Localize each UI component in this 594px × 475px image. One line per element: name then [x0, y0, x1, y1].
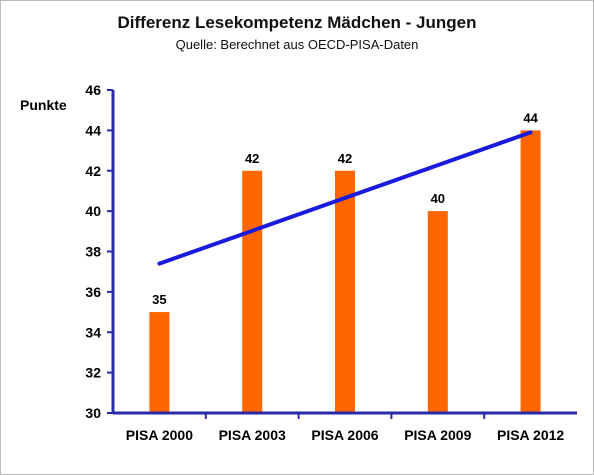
- y-axis-label: Punkte: [20, 97, 67, 113]
- x-tick-label-4: PISA 2009: [404, 427, 471, 443]
- data-label-2: 42: [245, 151, 259, 166]
- x-tick-label-1: PISA 2000: [126, 427, 193, 443]
- bar-3: [335, 170, 355, 413]
- y-tick-label-36: 36: [85, 284, 101, 300]
- y-tick-label-40: 40: [85, 203, 101, 219]
- y-tick-label-44: 44: [85, 122, 101, 138]
- data-label-4: 40: [431, 191, 445, 206]
- y-tick-label-42: 42: [85, 163, 101, 179]
- data-label-3: 42: [338, 151, 352, 166]
- y-tick-label-32: 32: [85, 365, 101, 381]
- y-tick-label-46: 46: [85, 82, 101, 98]
- bar-2: [242, 170, 263, 413]
- bar-4: [427, 211, 448, 413]
- trend-line: [157, 130, 533, 266]
- bar-5: [520, 130, 541, 413]
- x-tick-label-5: PISA 2012: [497, 427, 564, 443]
- x-tick-label-3: PISA 2006: [311, 427, 378, 443]
- data-label-5: 44: [523, 110, 538, 125]
- x-tick-label-2: PISA 2003: [219, 427, 286, 443]
- data-label-1: 35: [152, 292, 166, 307]
- bar-1: [149, 312, 170, 413]
- y-tick-label-38: 38: [85, 244, 101, 260]
- y-tick-label-34: 34: [85, 324, 101, 340]
- y-tick-label-30: 30: [85, 405, 101, 421]
- chart-title: Differenz Lesekompetenz Mädchen - Jungen: [117, 13, 477, 32]
- chart-subtitle: Quelle: Berechnet aus OECD-PISA-Daten: [175, 37, 419, 52]
